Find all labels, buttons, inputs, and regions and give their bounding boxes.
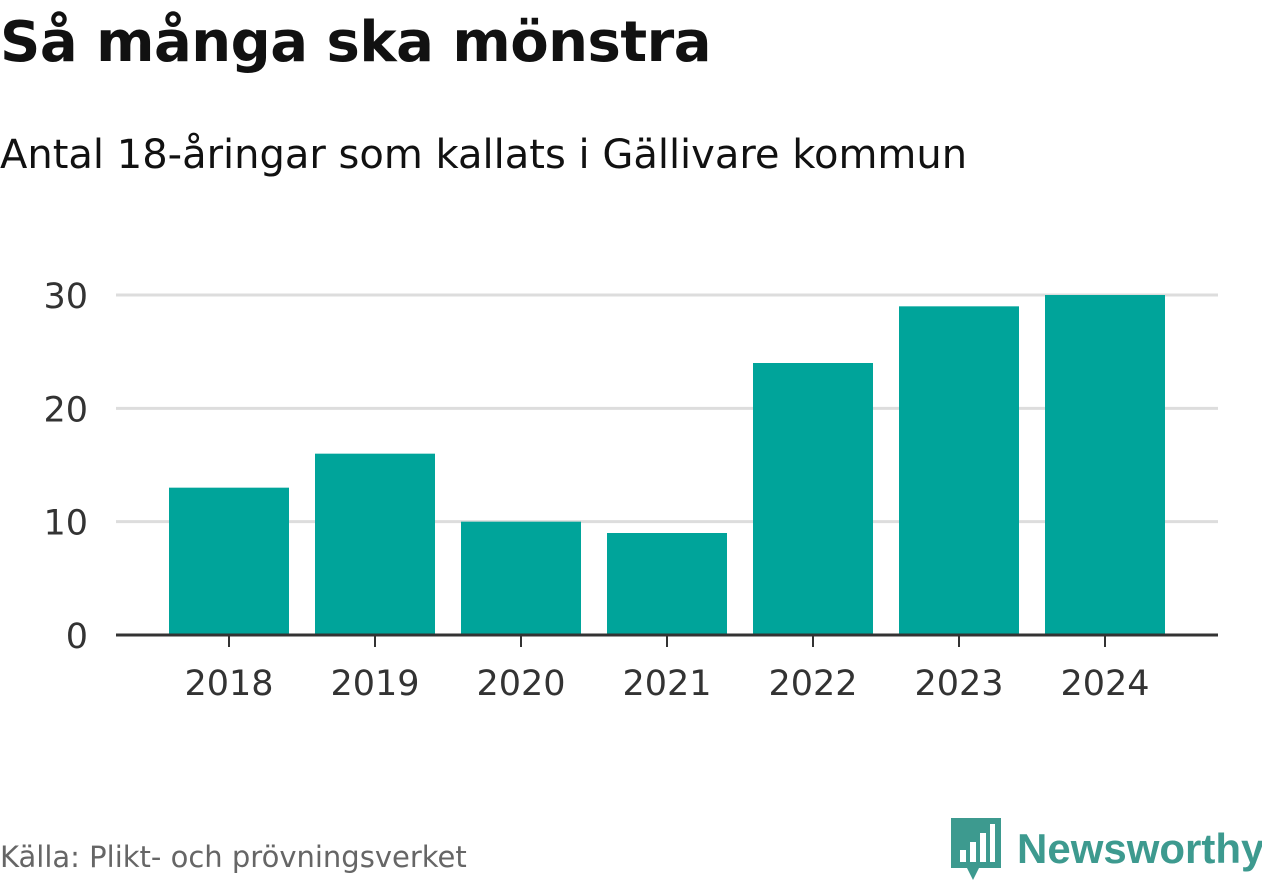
chart-subtitle: Antal 18-åringar som kallats i Gällivare… (0, 132, 968, 178)
source-note: Källa: Plikt- och prövningsverket (0, 840, 467, 874)
bar-2018 (169, 487, 289, 635)
y-tick-label: 0 (66, 617, 88, 657)
x-axis (116, 633, 1218, 647)
bar-2022 (753, 363, 873, 635)
x-tick-label: 2023 (914, 664, 1003, 704)
chart-title: Så många ska mönstra (0, 10, 712, 75)
bar-2019 (315, 453, 435, 635)
y-tick-label: 20 (43, 390, 88, 430)
bar-2023 (899, 306, 1019, 635)
x-tick-label: 2020 (476, 664, 565, 704)
x-tick-label: 2022 (768, 664, 857, 704)
x-tick-label: 2018 (184, 664, 273, 704)
bar-2020 (461, 521, 581, 635)
tick-labels: 0 10 20 30 2018 2019 2020 2021 2022 2023 2024 (43, 277, 1149, 704)
x-tick-label: 2021 (622, 664, 711, 704)
brand-name: Newsworthy (1017, 825, 1262, 872)
gridlines (116, 293, 1218, 524)
brand-logo: Newsworthy (951, 818, 1262, 880)
bars (169, 295, 1165, 635)
x-tick-label: 2019 (330, 664, 419, 704)
bar-2024 (1045, 295, 1165, 635)
bar-chart-logo-icon (951, 818, 1001, 880)
bar-2021 (607, 533, 727, 635)
y-tick-label: 10 (43, 504, 88, 544)
x-tick-label: 2024 (1060, 664, 1149, 704)
y-tick-label: 30 (43, 277, 88, 317)
